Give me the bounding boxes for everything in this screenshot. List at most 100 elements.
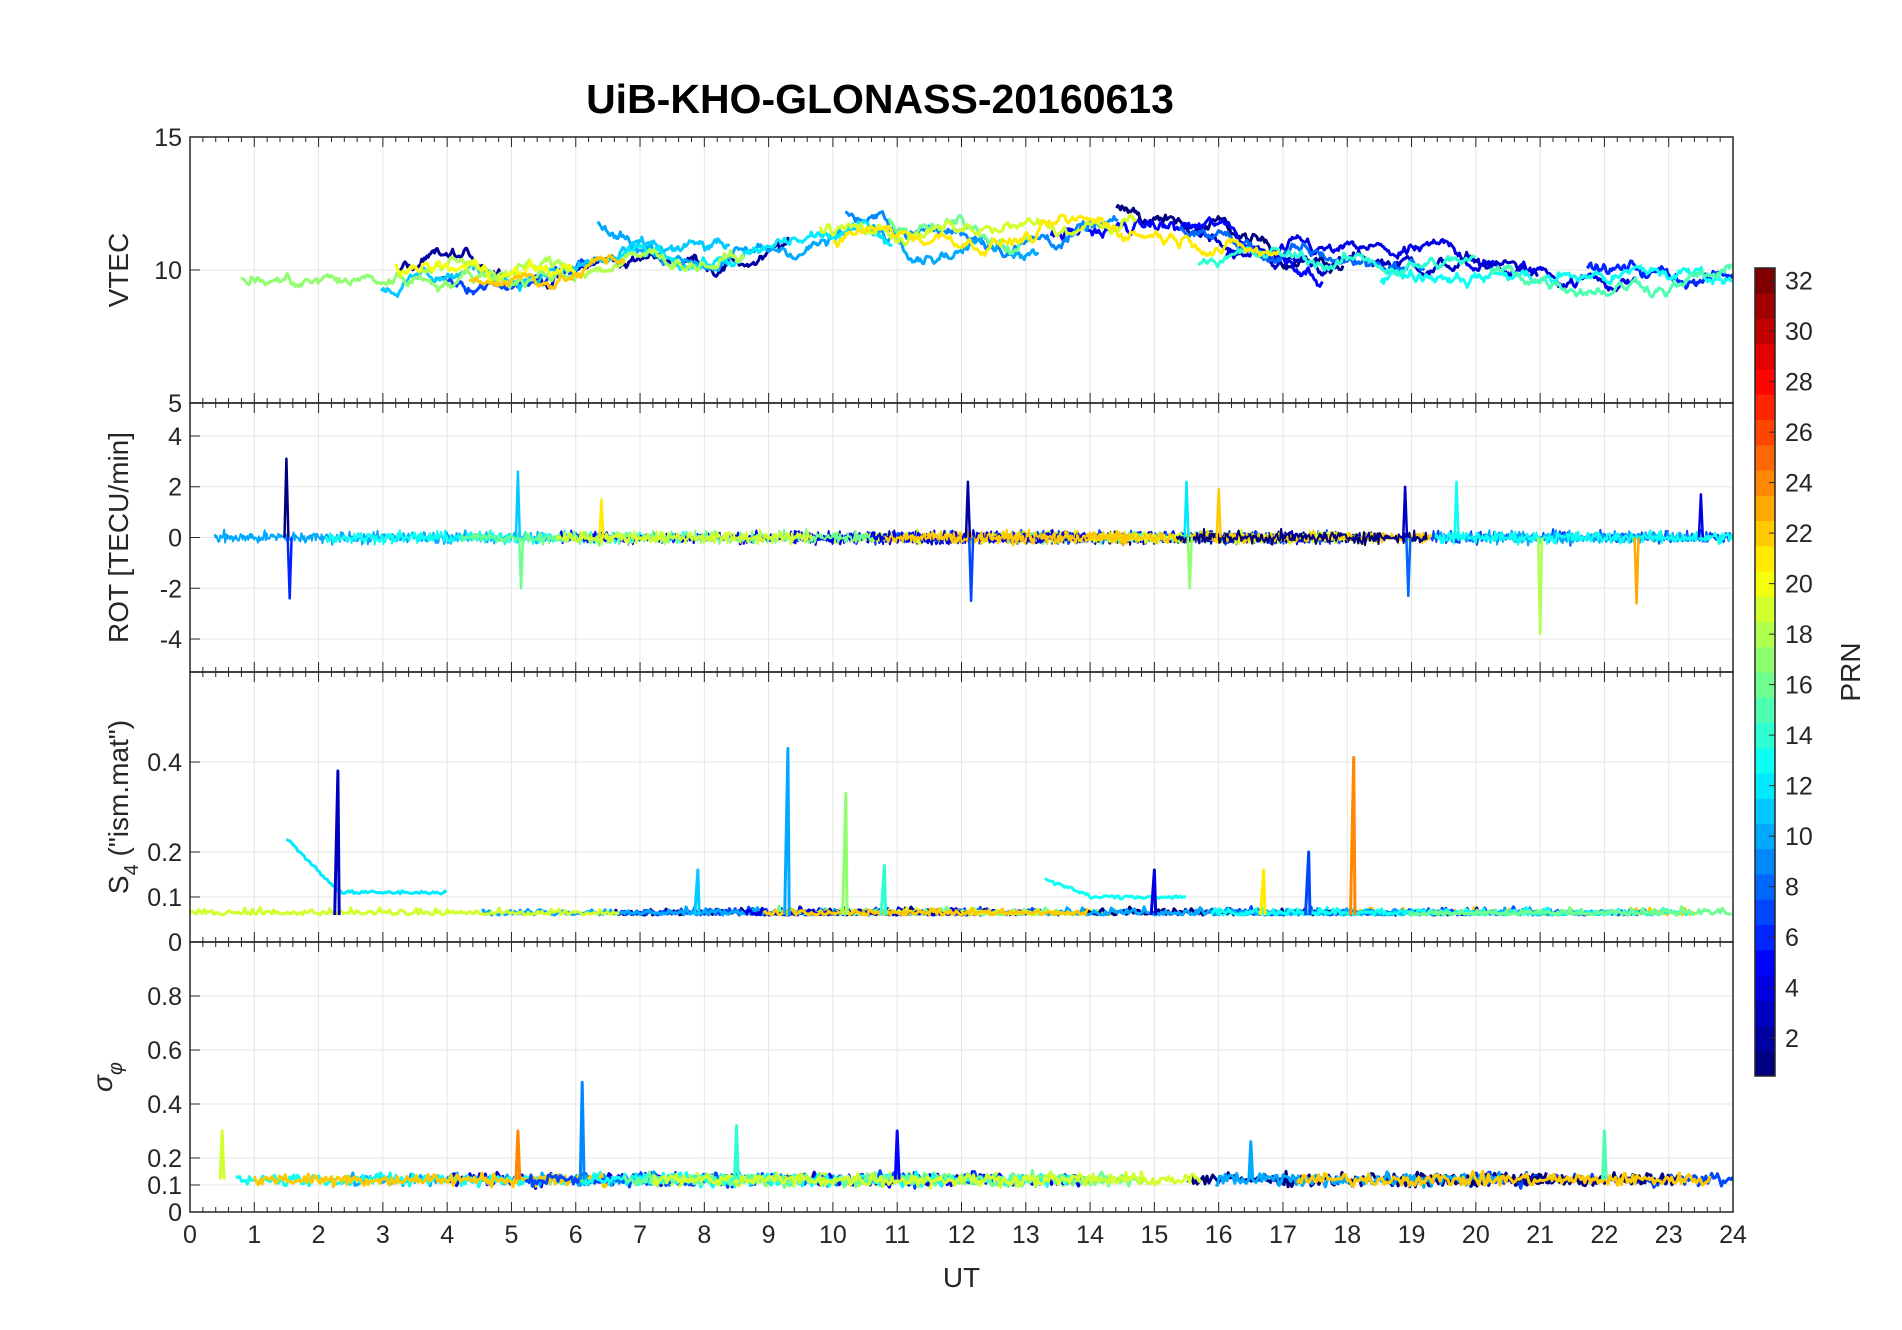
x-tick-label: 23 bbox=[1655, 1221, 1683, 1249]
colorbar-cell bbox=[1755, 293, 1775, 319]
colorbar-cell bbox=[1755, 318, 1775, 345]
colorbar-cell bbox=[1755, 343, 1775, 370]
y-tick-label: 0.6 bbox=[147, 1037, 182, 1065]
x-tick-label: 12 bbox=[948, 1221, 976, 1249]
vtec-trace bbox=[379, 235, 731, 298]
y-tick-label: -2 bbox=[160, 575, 182, 603]
y-axis-label: S4 ("ism.mat") bbox=[103, 720, 143, 894]
colorbar-label: PRN bbox=[1835, 642, 1866, 701]
x-tick-label: 8 bbox=[697, 1221, 711, 1249]
x-tick-label: 5 bbox=[505, 1221, 519, 1249]
s4-spike bbox=[1259, 868, 1267, 916]
x-tick-label: 16 bbox=[1205, 1221, 1233, 1249]
colorbar-cell bbox=[1755, 773, 1775, 799]
colorbar-tick-label: 14 bbox=[1785, 722, 1813, 750]
x-axis-label: UT bbox=[943, 1262, 980, 1293]
rot-spike bbox=[1215, 488, 1222, 538]
panel-rot: -4 -2 0 2 4 ROT [TECU/min] bbox=[103, 402, 1734, 673]
colorbar-cell bbox=[1755, 596, 1775, 622]
colorbar-cell bbox=[1755, 1000, 1775, 1026]
colorbar-cell bbox=[1755, 369, 1775, 395]
x-tick-label: 11 bbox=[884, 1221, 910, 1249]
colorbar-cell bbox=[1755, 1025, 1775, 1052]
colorbar-cell bbox=[1755, 697, 1775, 723]
colorbar-cell bbox=[1755, 1050, 1775, 1077]
x-tick-label: 9 bbox=[762, 1221, 776, 1249]
y-tick-label: 4 bbox=[168, 423, 182, 451]
s4-trace bbox=[1408, 905, 1732, 917]
x-tick-label: 3 bbox=[376, 1221, 390, 1249]
rot-spike bbox=[286, 537, 293, 600]
colorbar-cell bbox=[1755, 899, 1775, 925]
y-tick-label: 0.1 bbox=[147, 884, 182, 912]
sigma-trace bbox=[651, 1170, 1203, 1189]
colorbar-tick-label: 20 bbox=[1785, 571, 1813, 599]
rot-spike bbox=[1405, 537, 1412, 598]
rot-trace bbox=[555, 528, 813, 547]
colorbar-tick-label: 8 bbox=[1785, 874, 1799, 902]
x-tick-label: 13 bbox=[1012, 1221, 1040, 1249]
colorbar-tick-label: 4 bbox=[1785, 975, 1799, 1003]
sigma-spike bbox=[733, 1124, 740, 1180]
y-tick-label: 0 bbox=[168, 929, 182, 957]
s4-spike bbox=[1149, 868, 1158, 916]
s4-spike bbox=[1349, 756, 1357, 916]
x-tick-label: 21 bbox=[1526, 1221, 1554, 1249]
rot-spike bbox=[1186, 537, 1193, 590]
colorbar-cell bbox=[1755, 924, 1775, 951]
sigma-trace bbox=[1296, 1169, 1712, 1189]
vtec-trace bbox=[832, 213, 1280, 258]
s4-spike bbox=[841, 792, 849, 916]
x-tick-label: 7 bbox=[633, 1221, 647, 1249]
x-tick-label: 24 bbox=[1719, 1221, 1747, 1249]
traces-s4 bbox=[190, 747, 1732, 917]
sigma-spike bbox=[893, 1129, 901, 1180]
vtec-trace bbox=[1224, 234, 1637, 293]
traces-vtec bbox=[240, 204, 1733, 299]
colorbar-cell bbox=[1755, 444, 1775, 471]
rot-trace bbox=[1434, 529, 1707, 547]
x-tick-label: 14 bbox=[1076, 1221, 1104, 1249]
colorbar-cell bbox=[1755, 949, 1775, 976]
s4-elevated-segment bbox=[285, 838, 448, 896]
colorbar-tick-label: 22 bbox=[1785, 520, 1813, 548]
y-tick-label: 2 bbox=[168, 474, 182, 502]
rot-spike bbox=[283, 457, 290, 538]
colorbar-tick-label: 18 bbox=[1785, 621, 1813, 649]
sigma-spike bbox=[218, 1129, 226, 1180]
sigma-spike bbox=[1247, 1140, 1255, 1180]
x-tick-label: 18 bbox=[1333, 1221, 1361, 1249]
colorbar-cell bbox=[1755, 545, 1775, 572]
x-tick-label: 17 bbox=[1269, 1221, 1297, 1249]
y-axis-label: ROT [TECU/min] bbox=[103, 432, 134, 643]
colorbar-tick-label: 26 bbox=[1785, 419, 1813, 447]
vtec-trace bbox=[1379, 264, 1733, 289]
y-tick-label: 0.2 bbox=[147, 839, 182, 867]
colorbar-cell bbox=[1755, 975, 1775, 1001]
y-tick-label: 0 bbox=[168, 525, 182, 553]
rot-spike bbox=[598, 498, 605, 538]
colorbar-cell bbox=[1755, 621, 1775, 648]
rot-spike bbox=[1697, 493, 1705, 538]
rot-trace bbox=[461, 528, 873, 547]
sigma-trace bbox=[252, 1171, 611, 1189]
s4-spike bbox=[783, 747, 791, 916]
s4-spike bbox=[693, 868, 701, 916]
rot-trace bbox=[1434, 529, 1733, 546]
s4-trace bbox=[762, 906, 1089, 917]
vtec-trace bbox=[1049, 216, 1324, 288]
chart-title: UiB-KHO-GLONASS-20160613 bbox=[586, 76, 1174, 122]
s4-elevated-segment bbox=[1044, 877, 1187, 901]
colorbar-cell bbox=[1755, 747, 1775, 774]
colorbar-cell bbox=[1755, 672, 1775, 698]
x-tick-label: 2 bbox=[312, 1221, 326, 1249]
s4-spike bbox=[1304, 850, 1312, 916]
colorbar-cell bbox=[1755, 495, 1775, 521]
y-tick-label: 10 bbox=[154, 257, 182, 285]
x-tick-label: 6 bbox=[569, 1221, 583, 1249]
colorbar-tick-label: 16 bbox=[1785, 672, 1813, 700]
colorbar-box bbox=[1754, 267, 1776, 1077]
